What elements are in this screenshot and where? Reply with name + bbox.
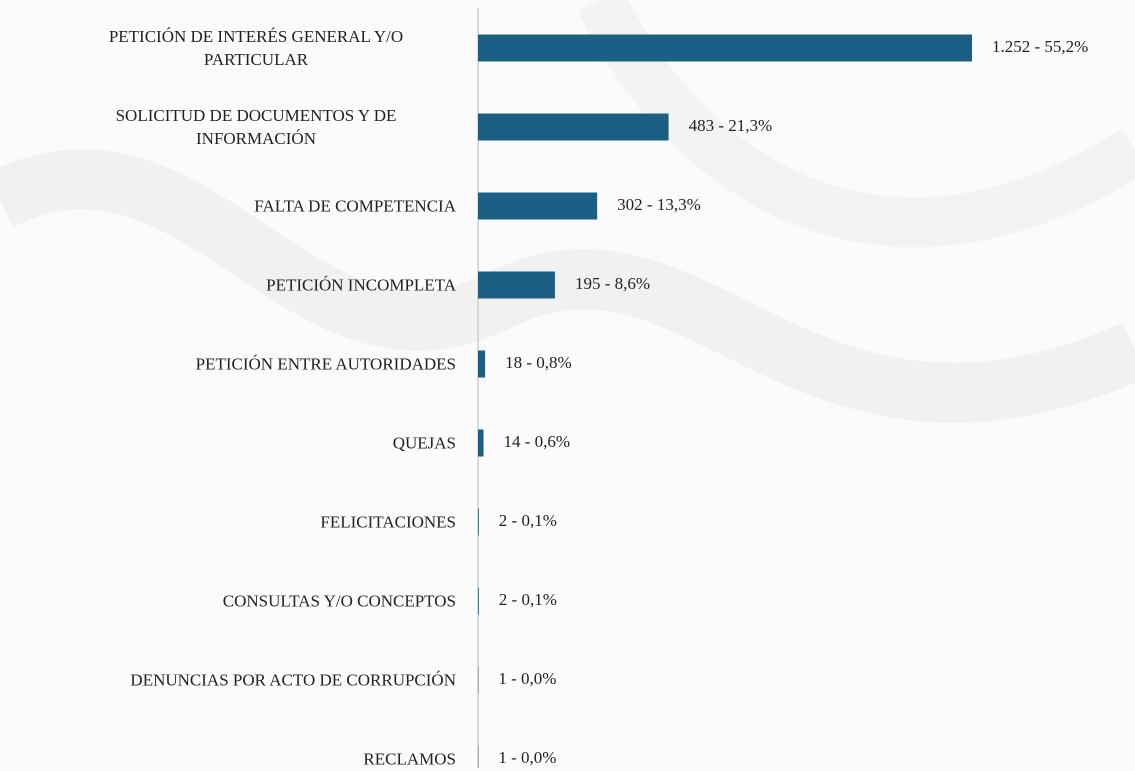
category-text: FELICITACIONES bbox=[320, 511, 456, 534]
category-label: FELICITACIONES bbox=[0, 511, 456, 534]
bar bbox=[478, 193, 597, 220]
category-label: PETICIÓN ENTRE AUTORIDADES bbox=[0, 353, 456, 376]
value-label: 1.252 - 55,2% bbox=[992, 37, 1088, 56]
bar bbox=[478, 35, 972, 62]
value-label: 18 - 0,8% bbox=[505, 353, 572, 372]
category-text: PETICIÓN INCOMPLETA bbox=[266, 274, 456, 297]
category-label: CONSULTAS Y/O CONCEPTOS bbox=[0, 590, 456, 613]
value-label: 1 - 0,0% bbox=[498, 748, 556, 767]
category-text: RECLAMOS bbox=[363, 748, 456, 771]
category-text: DENUNCIAS POR ACTO DE CORRUPCIÓN bbox=[130, 669, 456, 692]
category-text: PETICIÓN ENTRE AUTORIDADES bbox=[196, 353, 456, 376]
value-label: 2 - 0,1% bbox=[499, 590, 557, 609]
bar bbox=[478, 272, 555, 299]
category-text: PETICIÓN DE INTERÉS GENERAL Y/O PARTICUL… bbox=[56, 25, 456, 71]
value-label: 302 - 13,3% bbox=[617, 195, 701, 214]
value-label: 1 - 0,0% bbox=[498, 669, 556, 688]
bar bbox=[478, 114, 669, 141]
category-label: QUEJAS bbox=[0, 432, 456, 455]
category-text: SOLICITUD DE DOCUMENTOS Y DE INFORMACIÓN bbox=[56, 104, 456, 150]
bar bbox=[478, 351, 485, 378]
background-swirl bbox=[600, 0, 1135, 222]
category-text: QUEJAS bbox=[393, 432, 456, 455]
value-label: 14 - 0,6% bbox=[504, 432, 571, 451]
category-text: CONSULTAS Y/O CONCEPTOS bbox=[223, 590, 456, 613]
bar bbox=[478, 509, 479, 536]
category-text: FALTA DE COMPETENCIA bbox=[254, 195, 456, 218]
category-label: PETICIÓN INCOMPLETA bbox=[0, 274, 456, 297]
category-label: RECLAMOS bbox=[0, 748, 456, 771]
bar bbox=[478, 588, 479, 615]
value-label: 483 - 21,3% bbox=[689, 116, 773, 135]
category-label: FALTA DE COMPETENCIA bbox=[0, 195, 456, 218]
category-label: SOLICITUD DE DOCUMENTOS Y DE INFORMACIÓN bbox=[0, 104, 456, 150]
value-label: 2 - 0,1% bbox=[499, 511, 557, 530]
category-label: PETICIÓN DE INTERÉS GENERAL Y/O PARTICUL… bbox=[0, 25, 456, 71]
value-label: 195 - 8,6% bbox=[575, 274, 650, 293]
category-label: DENUNCIAS POR ACTO DE CORRUPCIÓN bbox=[0, 669, 456, 692]
bar bbox=[478, 430, 484, 457]
